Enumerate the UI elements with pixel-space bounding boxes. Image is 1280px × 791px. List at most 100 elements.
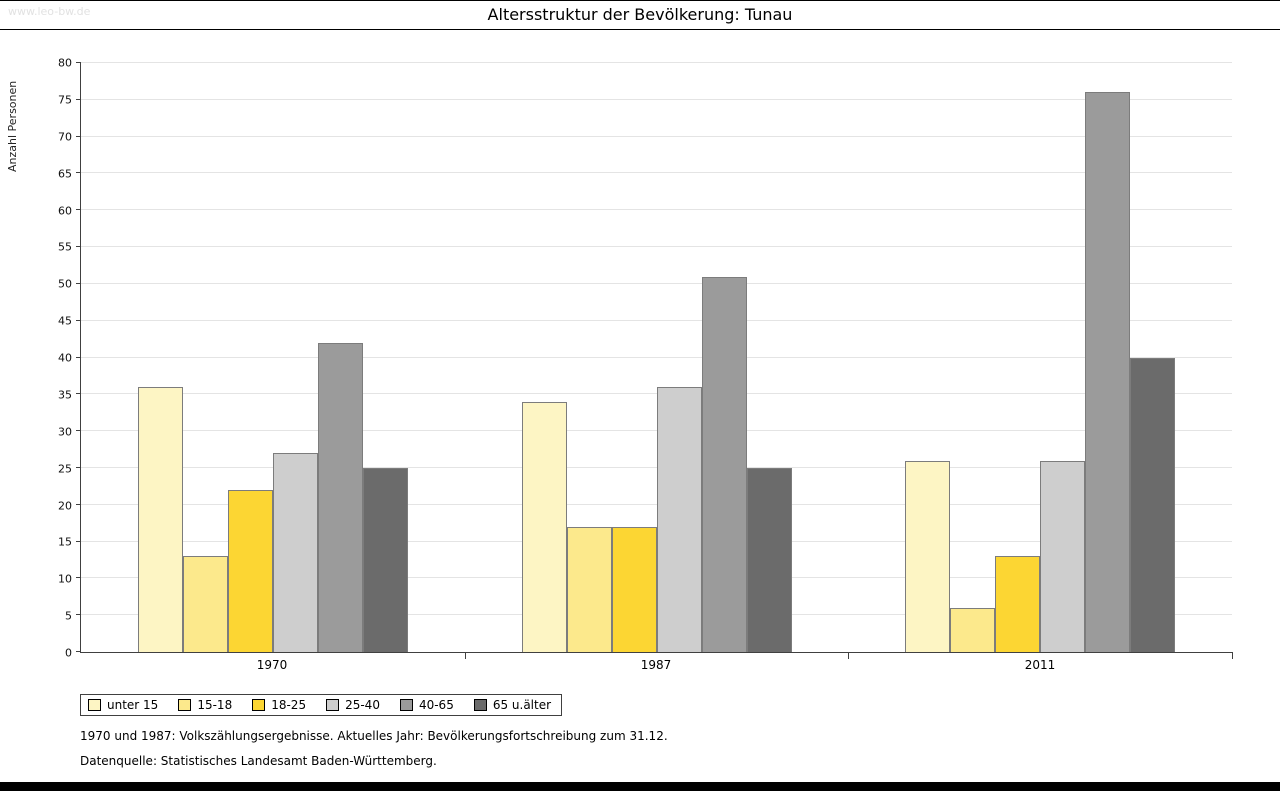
legend-label: 25-40 — [345, 698, 380, 712]
y-tick-mark — [76, 319, 81, 321]
y-tick-mark — [76, 540, 81, 542]
y-tick-label: 5 — [65, 609, 72, 623]
x-tick-mark — [848, 652, 850, 659]
y-tick-label: 75 — [58, 93, 72, 107]
legend-swatch — [399, 699, 413, 711]
footnote-sources: 1970 und 1987: Volkszählungsergebnisse. … — [80, 729, 668, 743]
legend: unter 15 15-18 18-25 25-40 40-65 65 u.älter — [80, 694, 563, 716]
y-tick-label: 55 — [58, 240, 72, 254]
bar-group-2011 — [848, 63, 1232, 652]
chart-title: Altersstruktur der Bevölkerung: Tunau — [487, 5, 793, 24]
y-tick-mark — [76, 503, 81, 505]
legend-label: 40-65 — [418, 698, 454, 712]
y-tick-mark — [76, 246, 81, 248]
legend-label: 15-18 — [197, 698, 233, 712]
y-tick-mark — [76, 614, 81, 616]
bar-unter-15-1987 — [521, 401, 567, 652]
gridline — [81, 172, 1232, 174]
y-tick-mark — [76, 393, 81, 395]
y-tick-label: 30 — [58, 425, 72, 439]
y-tick-label: 35 — [58, 388, 72, 402]
bar-25-40-2011 — [1040, 460, 1086, 652]
x-axis-label-1987: 1987 — [640, 658, 672, 672]
bar-65-u.älter-2011 — [1130, 357, 1176, 652]
legend-swatch — [326, 699, 340, 711]
y-tick-label: 0 — [65, 646, 72, 660]
footnote-datasource: Datenquelle: Statistisches Landesamt Bad… — [80, 754, 437, 768]
y-tick-mark — [76, 430, 81, 432]
bar-65-u.älter-1987 — [746, 467, 792, 652]
y-axis-ticks: 0 5 10 15 20 25 30 35 40 45 50 55 60 65 70 75 80 — [0, 58, 75, 659]
legend-item-65-u.älter: 65 u.älter — [473, 698, 552, 712]
bar-15-18-2011 — [950, 607, 996, 652]
y-tick-mark — [76, 466, 81, 468]
bottom-frame-bar — [0, 782, 1280, 791]
legend-label: unter 15 — [107, 698, 159, 712]
legend-swatch — [252, 699, 266, 711]
bar-unter-15-2011 — [905, 460, 951, 652]
y-tick-mark — [76, 135, 81, 137]
gridline — [81, 135, 1232, 137]
y-tick-label: 25 — [58, 462, 72, 476]
bar-18-25-2011 — [995, 556, 1041, 652]
bar-18-25-1970 — [227, 490, 273, 652]
y-tick-mark — [76, 98, 81, 100]
y-tick-label: 60 — [58, 204, 72, 217]
y-tick-label: 40 — [58, 351, 72, 365]
x-axis-label-1970: 1970 — [256, 658, 288, 672]
gridline — [81, 209, 1232, 211]
plot-area — [76, 62, 1233, 659]
gridline — [81, 319, 1232, 321]
legend-label: 65 u.älter — [492, 698, 552, 712]
bar-group-1987 — [465, 63, 849, 652]
bar-25-40-1987 — [656, 386, 702, 652]
gridline — [81, 356, 1232, 358]
gridline — [81, 98, 1232, 100]
bar-65-u.älter-1970 — [362, 467, 408, 652]
x-axis-labels: 1970 1987 2011 — [80, 658, 1232, 672]
x-tick-mark — [464, 652, 466, 659]
y-tick-label: 20 — [58, 499, 72, 512]
bar-40-65-1970 — [317, 342, 363, 652]
y-tick-label: 10 — [58, 572, 72, 586]
x-tick-mark — [1232, 652, 1233, 659]
y-tick-mark — [76, 209, 81, 211]
y-tick-label: 15 — [58, 535, 72, 549]
bar-40-65-2011 — [1085, 92, 1131, 652]
legend-swatch — [178, 699, 192, 711]
bar-unter-15-1970 — [137, 386, 183, 652]
legend-item-18-25: 18-25 — [252, 698, 306, 712]
legend-item-25-40: 25-40 — [326, 698, 380, 712]
y-tick-label: 70 — [58, 130, 72, 144]
bar-groups — [81, 63, 1232, 652]
y-tick-label: 65 — [58, 167, 72, 181]
gridline — [81, 246, 1232, 248]
legend-swatch — [88, 699, 101, 711]
bar-group-1970 — [81, 63, 465, 652]
y-tick-label: 50 — [58, 277, 72, 291]
legend-label: 18-25 — [271, 698, 307, 712]
legend-swatch — [473, 699, 487, 711]
bar-40-65-1987 — [701, 276, 747, 652]
gridline — [81, 62, 1232, 63]
y-tick-mark — [76, 651, 81, 652]
bar-15-18-1987 — [566, 526, 612, 652]
x-axis-label-2011: 2011 — [1024, 658, 1056, 672]
y-tick-mark — [76, 172, 81, 174]
y-tick-label: 45 — [58, 314, 72, 328]
y-tick-mark — [76, 62, 81, 63]
bar-18-25-1987 — [611, 526, 657, 652]
legend-item-15-18: 15-18 — [178, 698, 232, 712]
bar-15-18-1970 — [182, 556, 228, 652]
legend-item-unter-15: unter 15 — [88, 698, 158, 712]
gridline — [81, 282, 1232, 284]
title-divider — [0, 29, 1280, 30]
y-tick-mark — [76, 282, 81, 284]
bar-25-40-1970 — [272, 453, 318, 652]
y-tick-mark — [76, 577, 81, 579]
legend-item-40-65: 40-65 — [399, 698, 454, 712]
y-tick-mark — [76, 356, 81, 358]
watermark: www.leo-bw.de — [8, 5, 91, 18]
y-tick-label: 80 — [58, 56, 72, 70]
